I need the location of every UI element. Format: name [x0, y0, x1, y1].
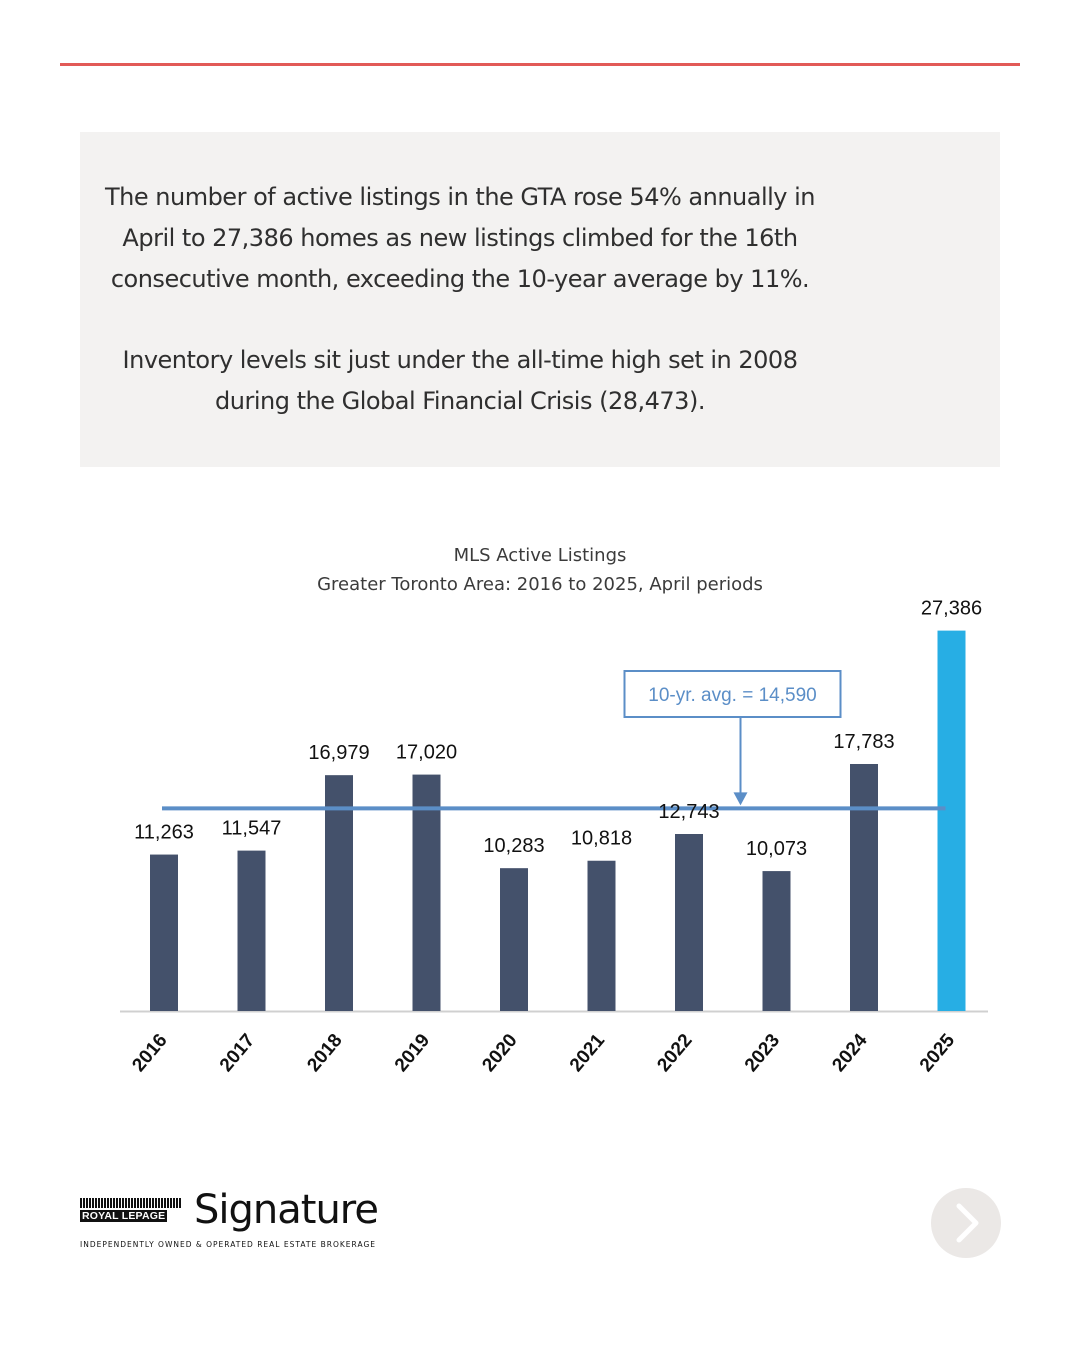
brand-name: Signature — [194, 1187, 379, 1233]
summary-box — [80, 132, 1000, 467]
brand-logo: ROYAL LEPAGE Signature INDEPENDENTLY OWN… — [80, 1187, 420, 1253]
x-tick-label-2017: 2017 — [216, 1030, 259, 1076]
brand-tagline: INDEPENDENTLY OWNED & OPERATED REAL ESTA… — [80, 1240, 376, 1249]
summary-paragraph-2-line: Inventory levels sit just under the all-… — [122, 346, 798, 374]
next-button[interactable] — [931, 1188, 1001, 1258]
value-label-2018: 16,979 — [308, 742, 369, 764]
value-label-2021: 10,818 — [571, 828, 632, 850]
badge-stripes — [80, 1198, 182, 1208]
x-tick-label-2016: 2016 — [128, 1030, 171, 1076]
x-tick-label-2023: 2023 — [741, 1030, 784, 1076]
average-arrow-head — [733, 792, 748, 806]
value-label-2024: 17,783 — [833, 731, 894, 753]
chart-title: MLS Active Listings — [453, 545, 627, 566]
bar-2024 — [850, 763, 878, 1011]
bar-2016 — [150, 854, 178, 1011]
x-tick-label-2022: 2022 — [653, 1030, 696, 1076]
chevron-right-icon — [956, 1203, 979, 1243]
summary-paragraph-1-line: The number of active listings in the GTA… — [105, 183, 816, 211]
value-label-2017: 11,547 — [222, 818, 282, 840]
summary-paragraph-1: The number of active listings in the GTA… — [0, 177, 920, 300]
bar-2021 — [587, 860, 616, 1011]
bar-2025 — [937, 630, 966, 1011]
x-tick-label-2021: 2021 — [566, 1030, 610, 1076]
bar-2019 — [412, 774, 441, 1011]
royal-lepage-badge: ROYAL LEPAGE — [80, 1198, 182, 1226]
value-label-2023: 10,073 — [746, 838, 807, 860]
x-tick-label-2018: 2018 — [303, 1030, 346, 1076]
x-tick-label-2025: 2025 — [916, 1030, 960, 1076]
value-label-2025: 27,386 — [921, 598, 982, 620]
bar-2023 — [762, 871, 791, 1011]
value-label-2016: 11,263 — [134, 822, 194, 844]
x-tick-label-2020: 2020 — [478, 1030, 521, 1076]
badge-wordmark: ROYAL LEPAGE — [80, 1210, 168, 1222]
bar-2020 — [500, 868, 528, 1011]
summary-paragraph-2-line: during the Global Financial Crisis (28,4… — [215, 387, 705, 415]
chart-subtitle: Greater Toronto Area: 2016 to 2025, Apri… — [317, 574, 763, 595]
average-label: 10-yr. avg. = 14,590 — [648, 685, 816, 706]
bar-2018 — [325, 775, 353, 1011]
bar-2022 — [675, 833, 703, 1011]
average-label-box — [623, 670, 842, 718]
x-tick-label-2019: 2019 — [391, 1030, 434, 1076]
value-label-2022: 12,743 — [658, 801, 719, 823]
value-label-2020: 10,283 — [483, 835, 544, 857]
summary-paragraph-1-line: consecutive month, exceeding the 10-year… — [110, 265, 810, 293]
badge-text: ROYAL LEPAGE — [80, 1210, 168, 1222]
summary-paragraph-2: Inventory levels sit just under the all-… — [0, 340, 920, 422]
value-label-2019: 17,020 — [396, 742, 457, 764]
x-tick-label-2024: 2024 — [828, 1030, 872, 1076]
bar-2017 — [237, 850, 266, 1011]
top-accent-rule — [60, 63, 1020, 66]
summary-paragraph-1-line: April to 27,386 homes as new listings cl… — [122, 224, 798, 252]
